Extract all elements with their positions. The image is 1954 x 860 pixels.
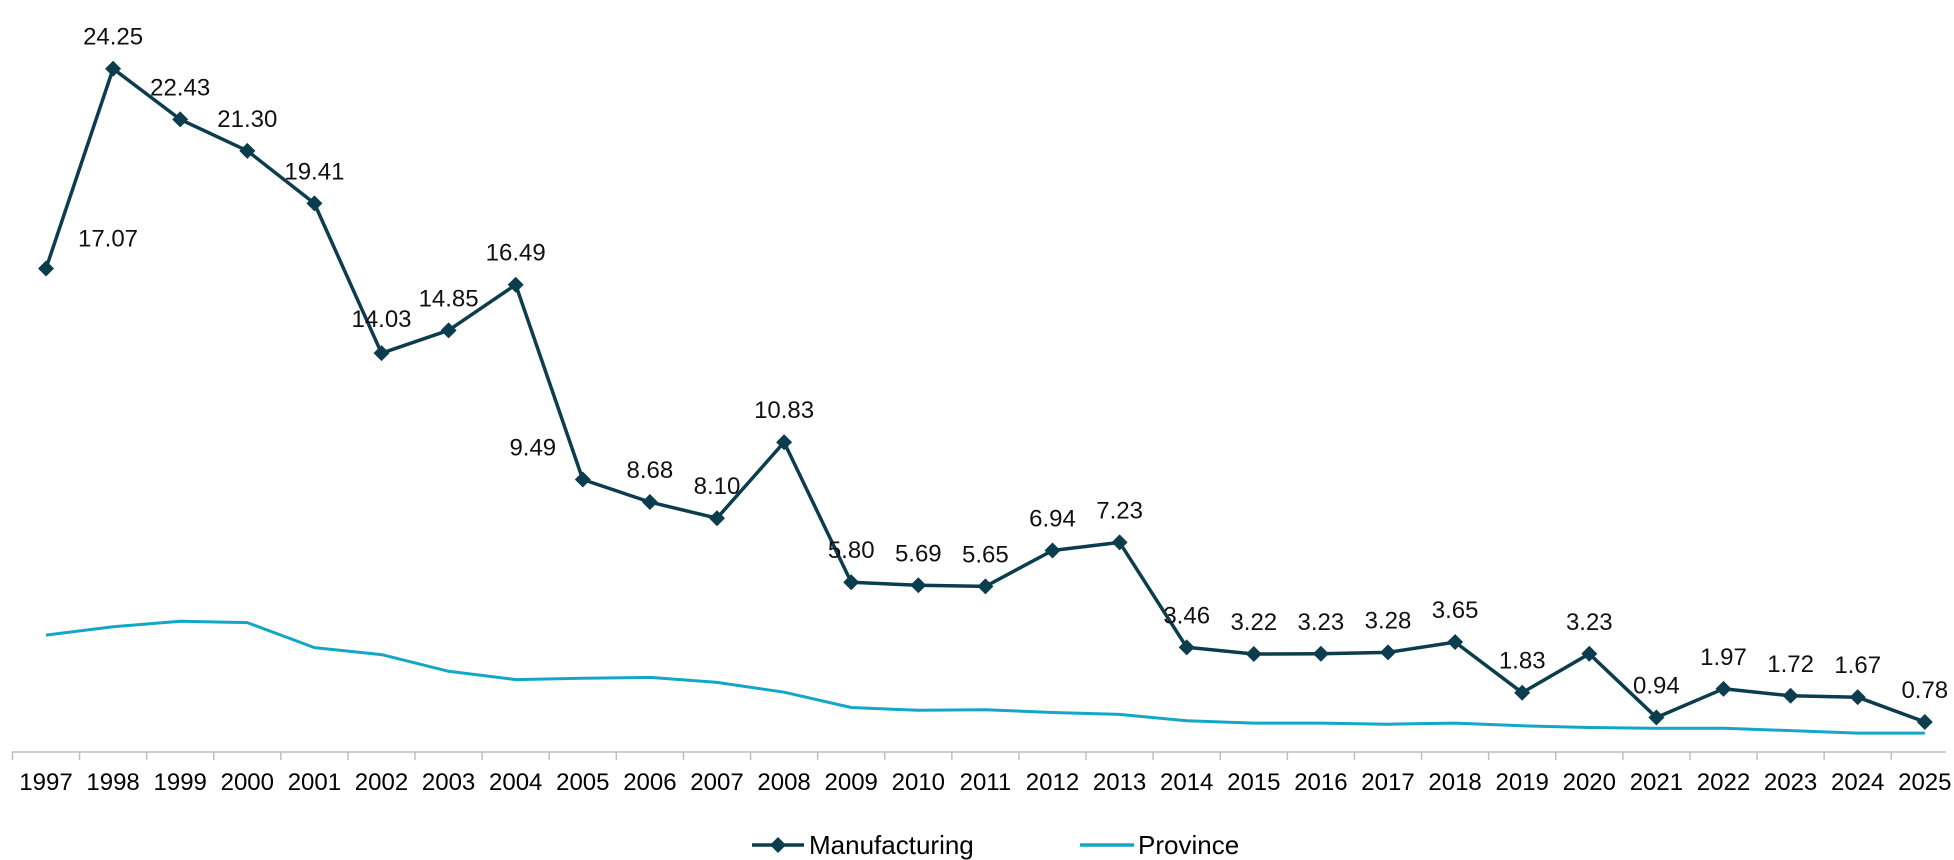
x-tick-label: 2010	[892, 769, 945, 796]
x-tick-label: 2006	[623, 769, 676, 796]
x-tick-label: 2024	[1831, 769, 1884, 796]
x-tick-label: 2013	[1093, 769, 1146, 796]
manufacturing-point	[1111, 534, 1128, 551]
data-labels: 17.07 24.25 22.43 21.30 19.41 14.03 14.85 16.49…	[78, 24, 1948, 704]
data-label: 3.28	[1365, 607, 1412, 634]
manufacturing-point	[977, 578, 994, 595]
manufacturing-point	[1648, 709, 1665, 726]
data-label: 9.49	[509, 435, 556, 462]
data-label: 3.46	[1163, 602, 1210, 629]
markers	[38, 60, 1933, 730]
manufacturing-point	[507, 276, 524, 293]
data-label: 16.49	[486, 240, 546, 267]
data-label: 3.22	[1230, 609, 1277, 636]
legend-label-province: Province	[1138, 830, 1239, 860]
x-tick-label: 2016	[1294, 769, 1347, 796]
manufacturing-point	[306, 195, 323, 212]
data-label: 5.69	[895, 540, 942, 567]
manufacturing-point	[373, 345, 390, 362]
data-label: 3.23	[1566, 609, 1613, 636]
manufacturing-point	[239, 142, 256, 159]
data-label: 14.03	[351, 306, 411, 333]
manufacturing-point	[1581, 645, 1598, 662]
legend: Manufacturing Province	[752, 830, 1239, 860]
manufacturing-point	[843, 574, 860, 591]
manufacturing-point	[1514, 684, 1531, 701]
data-label: 1.72	[1767, 651, 1814, 678]
manufacturing-point	[776, 434, 793, 451]
manufacturing-point	[440, 322, 457, 339]
series-line-province	[45, 619, 1925, 735]
manufacturing-point	[1312, 645, 1329, 662]
x-tick-label: 2019	[1496, 769, 1549, 796]
x-tick-label: 2021	[1630, 769, 1683, 796]
manufacturing-point	[1044, 542, 1061, 559]
x-tick-label: 1997	[19, 769, 72, 796]
x-tick-label: 2005	[556, 769, 609, 796]
manufacturing-point	[1178, 639, 1195, 656]
manufacturing-point	[1380, 644, 1396, 661]
manufacturing-point	[1447, 634, 1464, 651]
x-tick-label: 2023	[1764, 769, 1817, 796]
x-tick-label: 2000	[221, 769, 274, 796]
x-tick-label: 2012	[1026, 769, 1079, 796]
manufacturing-point	[38, 260, 54, 277]
data-label: 10.83	[754, 397, 814, 424]
x-tick-label: 2022	[1697, 769, 1750, 796]
legend-label-manufacturing: Manufacturing	[809, 830, 974, 860]
manufacturing-point	[1782, 687, 1799, 704]
manufacturing-point	[1715, 680, 1732, 697]
x-tick-label: 1998	[86, 769, 139, 796]
manufacturing-point	[709, 510, 725, 527]
data-label: 24.25	[83, 24, 143, 51]
data-label: 0.94	[1633, 672, 1680, 699]
data-label: 1.97	[1700, 644, 1747, 671]
data-label: 14.85	[419, 285, 479, 312]
x-tick-label: 2008	[757, 769, 810, 796]
data-label: 22.43	[150, 74, 210, 101]
data-label: 3.23	[1298, 609, 1345, 636]
x-tick-label: 2018	[1428, 769, 1481, 796]
x-tick-label: 2017	[1361, 769, 1414, 796]
x-tick-label: 2001	[288, 769, 341, 796]
x-tick-label: 2011	[960, 769, 1012, 796]
manufacturing-point	[1916, 713, 1933, 730]
data-label: 19.41	[284, 158, 344, 185]
x-tick-label: 2002	[355, 769, 408, 796]
data-label: 21.30	[217, 106, 277, 133]
manufacturing-point	[574, 471, 591, 488]
x-tick-label: 2009	[825, 769, 878, 796]
manufacturing-point	[105, 60, 122, 77]
manufacturing-point	[910, 577, 927, 594]
x-tick-label: 2020	[1563, 769, 1616, 796]
x-axis: 1997 1998 1999 2000 2001 2002 2003 2004 2005 2006…	[11, 751, 1951, 796]
x-tick-label: 2025	[1898, 769, 1951, 796]
x-tick-label: 2004	[489, 769, 542, 796]
data-label: 1.83	[1499, 648, 1546, 675]
data-label: 1.67	[1834, 652, 1881, 679]
data-label: 8.10	[694, 473, 741, 500]
manufacturing-point	[172, 111, 189, 128]
data-label: 17.07	[78, 226, 138, 253]
data-label: 8.68	[627, 457, 674, 484]
x-tick-label: 2003	[422, 769, 475, 796]
manufacturing-point	[1245, 646, 1262, 663]
x-tick-label: 2014	[1160, 769, 1213, 796]
data-label: 5.65	[962, 541, 1009, 568]
manufacturing-point	[641, 494, 658, 511]
manufacturing-point	[1849, 689, 1866, 706]
x-tick-label: 1999	[154, 769, 207, 796]
legend-marker-manufacturing	[770, 837, 786, 853]
x-tick-label: 2007	[690, 769, 743, 796]
data-label: 5.80	[828, 537, 875, 564]
data-label: 6.94	[1029, 505, 1076, 532]
data-label: 3.65	[1432, 597, 1479, 624]
x-tick-label: 2015	[1227, 769, 1280, 796]
data-label: 0.78	[1901, 677, 1948, 704]
data-label: 7.23	[1096, 497, 1143, 524]
